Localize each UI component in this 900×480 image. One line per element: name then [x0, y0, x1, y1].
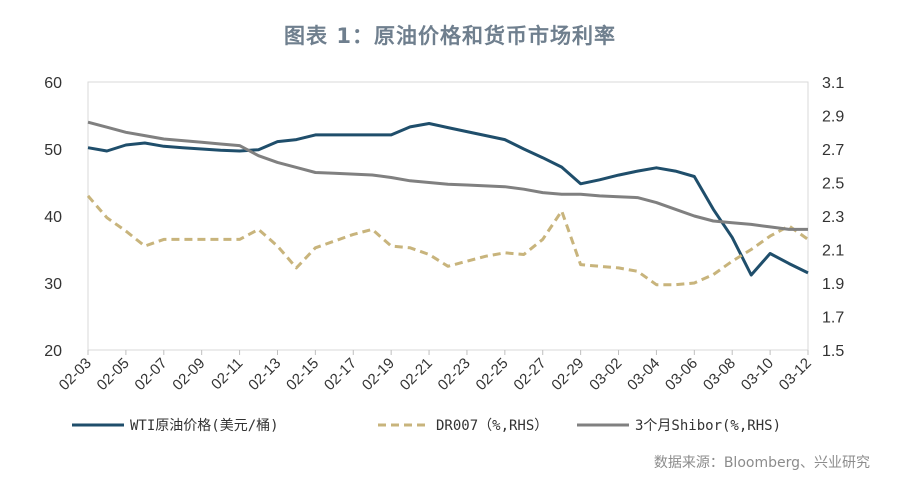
- x-axis-tick-label: 03-08: [700, 355, 739, 394]
- x-axis-tick-label: 02-25: [473, 355, 512, 394]
- right-axis-tick-label: 3.1: [822, 75, 844, 92]
- right-axis-tick-label: 2.5: [822, 176, 844, 193]
- x-axis-tick-label: 02-07: [131, 355, 170, 394]
- data-source: 数据来源：Bloomberg、兴业研究: [653, 455, 870, 471]
- right-axis-tick-label: 2.1: [822, 243, 844, 260]
- right-axis-tick-label: 2.3: [822, 209, 844, 226]
- series-line-1: [87, 122, 809, 277]
- right-axis-tick-label: 2.7: [822, 142, 844, 159]
- plot-frame: [87, 81, 809, 351]
- left-axis-tick-label: 60: [44, 75, 62, 92]
- left-axis-tick-label: 50: [44, 142, 62, 159]
- series-line-2: [86, 194, 809, 287]
- left-axis-tick-label: 30: [44, 276, 62, 293]
- x-axis-tick-label: 03-10: [738, 355, 777, 394]
- x-axis-tick-label: 02-19: [359, 355, 398, 394]
- right-axis-tick-label: 1.5: [822, 343, 844, 360]
- legend-label-3: 3个月Shibor(%,RHS): [635, 418, 781, 434]
- legend-label-1: WTI原油价格(美元/桶): [130, 418, 279, 434]
- x-axis-tick-label: 03-06: [662, 355, 701, 394]
- chart-title: 图表 1：原油价格和货币市场利率: [284, 24, 616, 48]
- x-axis-tick-label: 03-04: [624, 355, 663, 394]
- x-axis-tick-label: 02-27: [510, 355, 549, 394]
- x-axis-tick-label: 02-17: [321, 355, 360, 394]
- x-axis-tick-label: 02-05: [94, 355, 133, 394]
- x-axis-tick-label: 03-12: [776, 355, 815, 394]
- left-axis-tick-label: 20: [44, 343, 62, 360]
- x-axis-tick-label: 02-03: [56, 355, 95, 394]
- x-axis-tick-label: 02-09: [169, 355, 208, 394]
- series-line-3: [87, 120, 808, 231]
- legend-label-2: DR007（%,RHS）: [436, 418, 548, 434]
- left-axis-tick-label: 40: [44, 209, 62, 226]
- x-axis-tick-label: 02-15: [283, 355, 322, 394]
- x-axis-tick-label: 02-21: [397, 355, 436, 394]
- right-axis-tick-label: 2.9: [822, 109, 844, 126]
- x-axis-tick-label: 03-02: [586, 355, 625, 394]
- x-axis-tick-label: 02-11: [208, 355, 246, 393]
- right-axis-tick-label: 1.9: [822, 276, 844, 293]
- x-axis-tick-label: 02-23: [435, 355, 474, 394]
- x-axis-tick-label: 02-13: [245, 355, 284, 394]
- x-axis-tick-label: 02-29: [548, 355, 587, 394]
- right-axis-tick-label: 1.7: [822, 310, 844, 327]
